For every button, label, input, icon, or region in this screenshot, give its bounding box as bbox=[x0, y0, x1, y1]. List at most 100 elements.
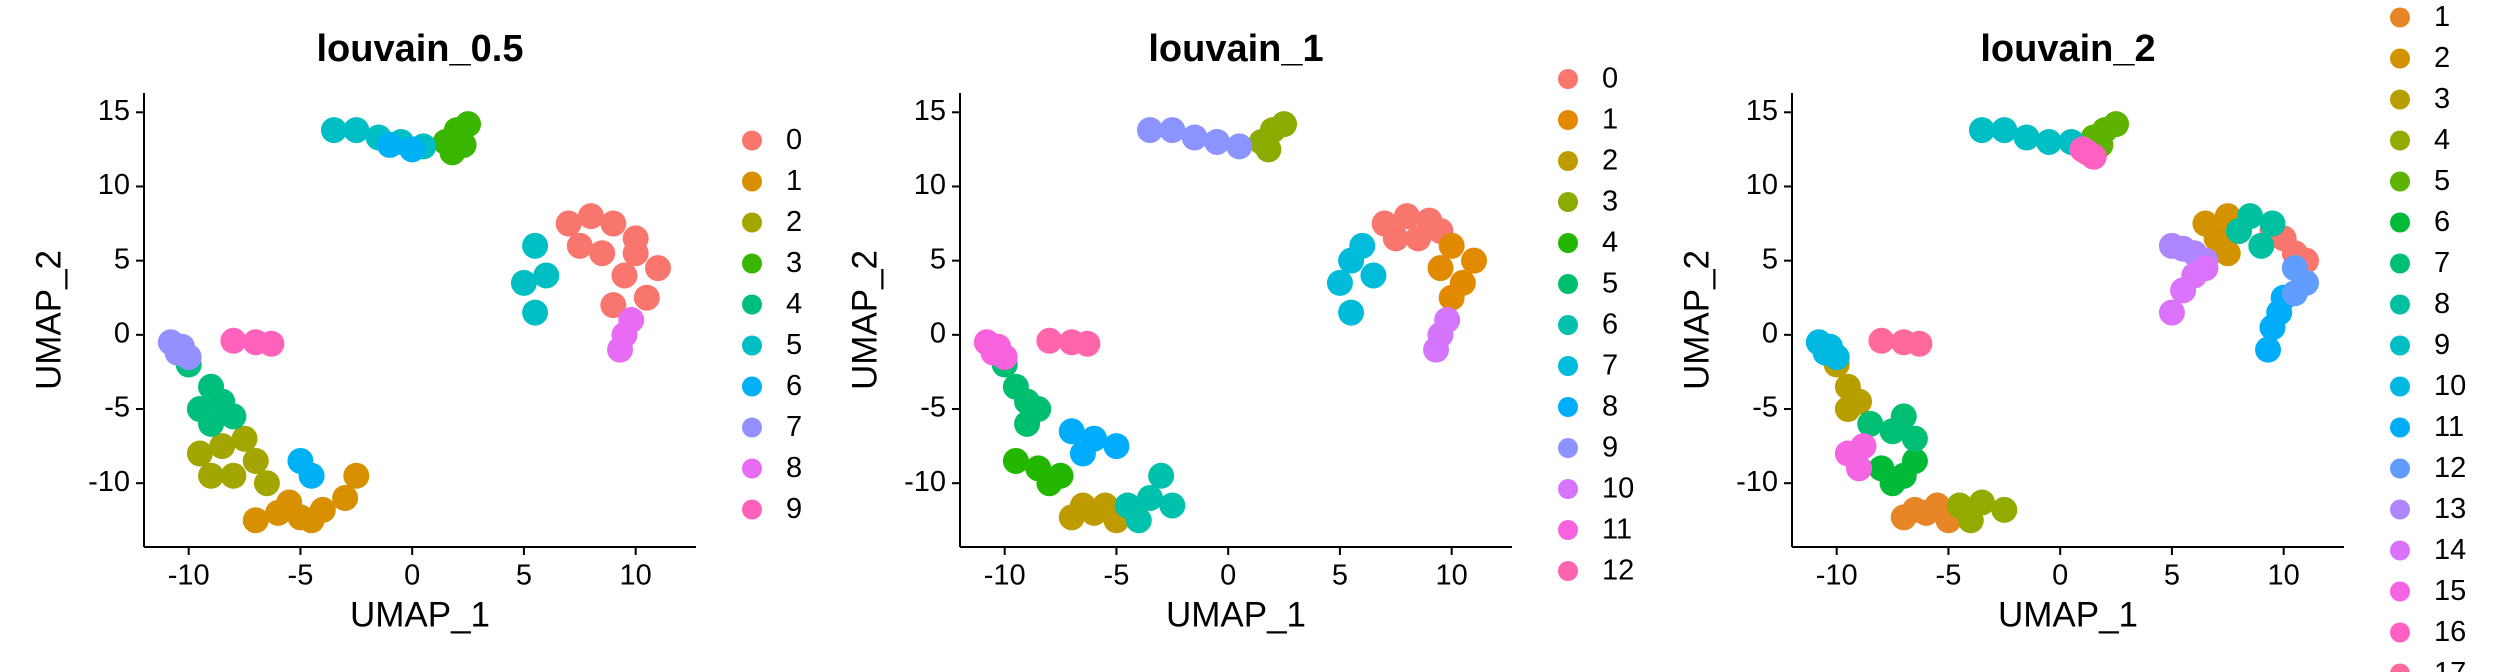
legend-swatch bbox=[1558, 397, 1578, 417]
legend-swatch bbox=[2390, 458, 2410, 479]
legend-label: 6 bbox=[1602, 309, 1618, 341]
legend-label: 4 bbox=[1602, 227, 1618, 259]
y-axis-label: UMAP_2 bbox=[1677, 250, 1716, 390]
x-tick-label: -5 bbox=[1936, 560, 1962, 592]
point bbox=[2214, 240, 2241, 267]
legend-swatch bbox=[742, 253, 762, 274]
x-tick-label: 10 bbox=[620, 560, 652, 592]
x-axis-label: UMAP_1 bbox=[350, 595, 490, 634]
point bbox=[298, 462, 325, 489]
legend-swatch bbox=[1558, 520, 1578, 540]
point bbox=[455, 111, 482, 138]
point bbox=[522, 232, 549, 259]
x-tick-label: -10 bbox=[984, 560, 1026, 592]
point bbox=[1338, 247, 1365, 274]
point bbox=[220, 462, 247, 489]
legend-label: 8 bbox=[1602, 391, 1618, 423]
legend-label: 1 bbox=[1602, 104, 1618, 136]
legend-swatch bbox=[1558, 192, 1578, 212]
point bbox=[1036, 327, 1063, 354]
point bbox=[1036, 470, 1063, 497]
y-tick-label: -5 bbox=[920, 392, 946, 424]
point bbox=[2192, 255, 2219, 282]
point bbox=[242, 507, 269, 534]
point bbox=[198, 410, 225, 437]
legend-swatch bbox=[742, 499, 762, 520]
x-tick-label: 5 bbox=[1332, 560, 1348, 592]
point bbox=[645, 255, 672, 282]
point bbox=[1181, 124, 1208, 151]
y-tick-label: 15 bbox=[98, 95, 130, 127]
legend-swatch bbox=[2390, 622, 2410, 643]
legend-label: 9 bbox=[2434, 329, 2450, 361]
legend-label: 17 bbox=[2434, 657, 2466, 672]
legend-swatch bbox=[2390, 253, 2410, 274]
legend-swatch bbox=[2390, 89, 2410, 110]
point bbox=[1226, 133, 1253, 160]
point bbox=[450, 131, 477, 158]
legend-label: 10 bbox=[2434, 370, 2466, 402]
point bbox=[1136, 117, 1163, 144]
point bbox=[298, 507, 325, 534]
legend-label: 3 bbox=[1602, 186, 1618, 218]
y-tick-label: 10 bbox=[914, 169, 946, 201]
y-tick-label: -5 bbox=[1752, 392, 1778, 424]
point bbox=[1058, 418, 1085, 445]
point bbox=[2036, 128, 2063, 155]
point bbox=[1890, 403, 1917, 430]
point bbox=[2281, 280, 2308, 307]
legend-swatch bbox=[2390, 294, 2410, 315]
legend-label: 0 bbox=[1602, 63, 1618, 95]
point bbox=[399, 136, 426, 163]
point bbox=[1834, 396, 1861, 423]
point bbox=[1159, 492, 1186, 519]
point bbox=[1393, 203, 1420, 230]
point bbox=[1991, 117, 2018, 144]
legend-swatch bbox=[2390, 7, 2410, 28]
legend-swatch bbox=[1558, 438, 1578, 458]
legend-label: 16 bbox=[2434, 616, 2466, 648]
legend-label: 2 bbox=[786, 206, 802, 238]
legend-swatch bbox=[2390, 581, 2410, 602]
point bbox=[1069, 440, 1096, 467]
point bbox=[253, 470, 280, 497]
point bbox=[242, 447, 269, 474]
legend-label: 1 bbox=[2434, 1, 2450, 33]
legend-swatch bbox=[1558, 479, 1578, 499]
point bbox=[343, 117, 370, 144]
x-tick-label: 5 bbox=[2164, 560, 2180, 592]
point bbox=[186, 440, 213, 467]
point bbox=[1360, 262, 1387, 289]
point bbox=[589, 240, 616, 267]
point bbox=[2225, 217, 2252, 244]
legend-swatch bbox=[1558, 69, 1578, 89]
x-tick-label: -5 bbox=[288, 560, 314, 592]
legend-swatch bbox=[1558, 315, 1578, 335]
legend-label: 7 bbox=[2434, 247, 2450, 279]
point bbox=[2248, 232, 2275, 259]
y-tick-label: -10 bbox=[904, 466, 946, 498]
legend-swatch bbox=[1558, 110, 1578, 130]
x-tick-label: 0 bbox=[2052, 560, 2068, 592]
point bbox=[2073, 139, 2100, 166]
point bbox=[258, 330, 285, 357]
point bbox=[198, 462, 225, 489]
point bbox=[577, 203, 604, 230]
point bbox=[1427, 255, 1454, 282]
legend-swatch bbox=[742, 335, 762, 356]
point bbox=[1159, 117, 1186, 144]
y-tick-label: 5 bbox=[1762, 243, 1778, 275]
legend-label: 9 bbox=[786, 493, 802, 525]
point bbox=[1957, 507, 1984, 534]
legend-label: 5 bbox=[1602, 268, 1618, 300]
legend-swatch bbox=[2390, 130, 2410, 151]
point bbox=[1901, 447, 1928, 474]
legend-label: 14 bbox=[2434, 534, 2466, 566]
point bbox=[2013, 124, 2040, 151]
x-tick-label: 0 bbox=[1220, 560, 1236, 592]
point bbox=[332, 485, 359, 512]
y-tick-label: -10 bbox=[1736, 466, 1778, 498]
point bbox=[980, 339, 1007, 366]
point bbox=[633, 284, 660, 311]
y-tick-label: 10 bbox=[1746, 169, 1778, 201]
